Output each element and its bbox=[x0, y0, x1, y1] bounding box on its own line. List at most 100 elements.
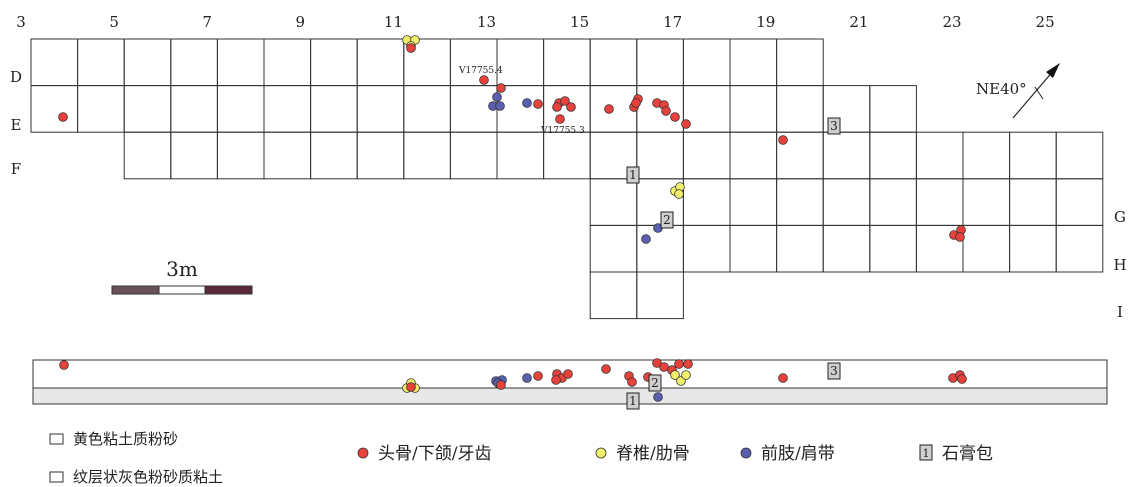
grid-cell bbox=[356, 38, 405, 87]
grid-cell bbox=[1055, 178, 1104, 226]
column-label: 5 bbox=[109, 13, 119, 31]
grid-cell bbox=[77, 85, 125, 133]
forelimb-point bbox=[492, 92, 502, 102]
excavation-grid bbox=[30, 38, 1104, 320]
skull-point bbox=[59, 360, 69, 370]
cast-marker: 2 bbox=[648, 374, 662, 392]
grid-cell bbox=[496, 131, 545, 180]
vertebra-point bbox=[670, 370, 680, 380]
skull-point bbox=[479, 75, 489, 85]
column-labels: 3 5 7 9 11 13 15 17 19 21 23 25 bbox=[16, 13, 1054, 31]
skull-point bbox=[683, 359, 693, 369]
forelimb-point bbox=[653, 392, 663, 402]
section-frame bbox=[32, 359, 1108, 405]
scale-bar: 3m bbox=[111, 257, 253, 295]
skull-point bbox=[552, 102, 562, 112]
skull-point bbox=[566, 102, 576, 112]
skull-point bbox=[604, 104, 614, 114]
grid-cell bbox=[1055, 131, 1104, 180]
grid-cell bbox=[682, 131, 731, 180]
legend-label: 头骨/下颌/牙齿 bbox=[378, 444, 491, 464]
vertebra-point bbox=[681, 370, 691, 380]
grid-cell bbox=[729, 38, 778, 87]
grid-cell bbox=[403, 85, 451, 133]
skull-point bbox=[496, 380, 506, 390]
grid-cell bbox=[30, 85, 79, 133]
specimen-label: V17755.3 bbox=[540, 126, 585, 136]
grid-cell bbox=[729, 178, 778, 226]
row-label: E bbox=[11, 116, 22, 134]
grid-cell bbox=[636, 85, 684, 133]
legend-cast-icon bbox=[919, 444, 933, 461]
column-label: 23 bbox=[942, 13, 961, 31]
row-label: F bbox=[11, 160, 21, 178]
grid-cell bbox=[589, 38, 638, 87]
skull-point bbox=[406, 382, 416, 392]
skull-point bbox=[778, 373, 788, 383]
legend-label: 黄色粘土质粉砂 bbox=[73, 430, 178, 448]
grid-cell bbox=[776, 85, 824, 133]
grid-cell bbox=[543, 38, 591, 87]
cast-marker: 3 bbox=[827, 117, 841, 135]
grid-cell bbox=[170, 131, 218, 180]
skull-point bbox=[659, 362, 669, 372]
grid-cell bbox=[776, 38, 824, 87]
cast-box bbox=[626, 392, 640, 410]
cast-marker: 3 bbox=[827, 362, 841, 380]
grid-cell bbox=[589, 178, 638, 226]
cast-box bbox=[827, 117, 841, 135]
skull-point bbox=[955, 232, 965, 242]
grid-cell bbox=[263, 85, 312, 133]
grid-cell bbox=[729, 131, 778, 180]
row-label: I bbox=[1117, 303, 1123, 321]
cast-number: 3 bbox=[830, 119, 838, 133]
cast-number: 1 bbox=[629, 168, 637, 182]
column-label: 11 bbox=[384, 13, 403, 31]
skull-point bbox=[661, 106, 671, 116]
legend-swatch-yellow-silt bbox=[49, 433, 64, 445]
column-label: 19 bbox=[756, 13, 775, 31]
grid-cell bbox=[822, 224, 871, 273]
cast-marker: 1 bbox=[626, 166, 640, 184]
grid-cell bbox=[962, 131, 1011, 180]
bone-points bbox=[58, 35, 967, 402]
north-arrow: NE40° bbox=[976, 63, 1060, 119]
grid-cell bbox=[869, 131, 917, 180]
grid-cell bbox=[869, 85, 917, 133]
grid-cell bbox=[636, 224, 684, 273]
forelimb-point bbox=[522, 373, 532, 383]
column-label: 13 bbox=[477, 13, 496, 31]
column-label: 7 bbox=[202, 13, 212, 31]
scale-bar-segment bbox=[111, 285, 160, 295]
grid-cell bbox=[682, 224, 731, 273]
scale-bar-label: 3m bbox=[166, 257, 198, 281]
column-label: 25 bbox=[1036, 13, 1055, 31]
north-label: NE40° bbox=[976, 80, 1027, 98]
grid-cell bbox=[263, 38, 312, 87]
cast-number: 3 bbox=[830, 364, 838, 378]
specimen-label: V17755.4 bbox=[458, 66, 503, 76]
grid-cell bbox=[449, 131, 498, 180]
north-arrow-head bbox=[1046, 63, 1060, 78]
cast-number: 2 bbox=[663, 213, 671, 227]
grid-cell bbox=[915, 131, 964, 180]
cast-box bbox=[660, 211, 674, 229]
grid-cell bbox=[962, 178, 1011, 226]
legend-dot-vertebra bbox=[595, 447, 607, 459]
grid-cell bbox=[216, 38, 265, 87]
skull-point bbox=[601, 364, 611, 374]
forelimb-point bbox=[522, 98, 532, 108]
grid-cell bbox=[729, 85, 778, 133]
column-label: 3 bbox=[16, 13, 26, 31]
grid-cell bbox=[682, 178, 731, 226]
grid-cell bbox=[776, 224, 824, 273]
row-label: D bbox=[10, 68, 22, 86]
cast-box bbox=[827, 362, 841, 380]
grid-cell bbox=[310, 38, 358, 87]
skull-point bbox=[778, 135, 788, 145]
column-label: 17 bbox=[663, 13, 682, 31]
cast-number: 1 bbox=[629, 394, 637, 408]
grid-cell bbox=[310, 85, 358, 133]
legend-dot-forelimb bbox=[740, 447, 752, 459]
